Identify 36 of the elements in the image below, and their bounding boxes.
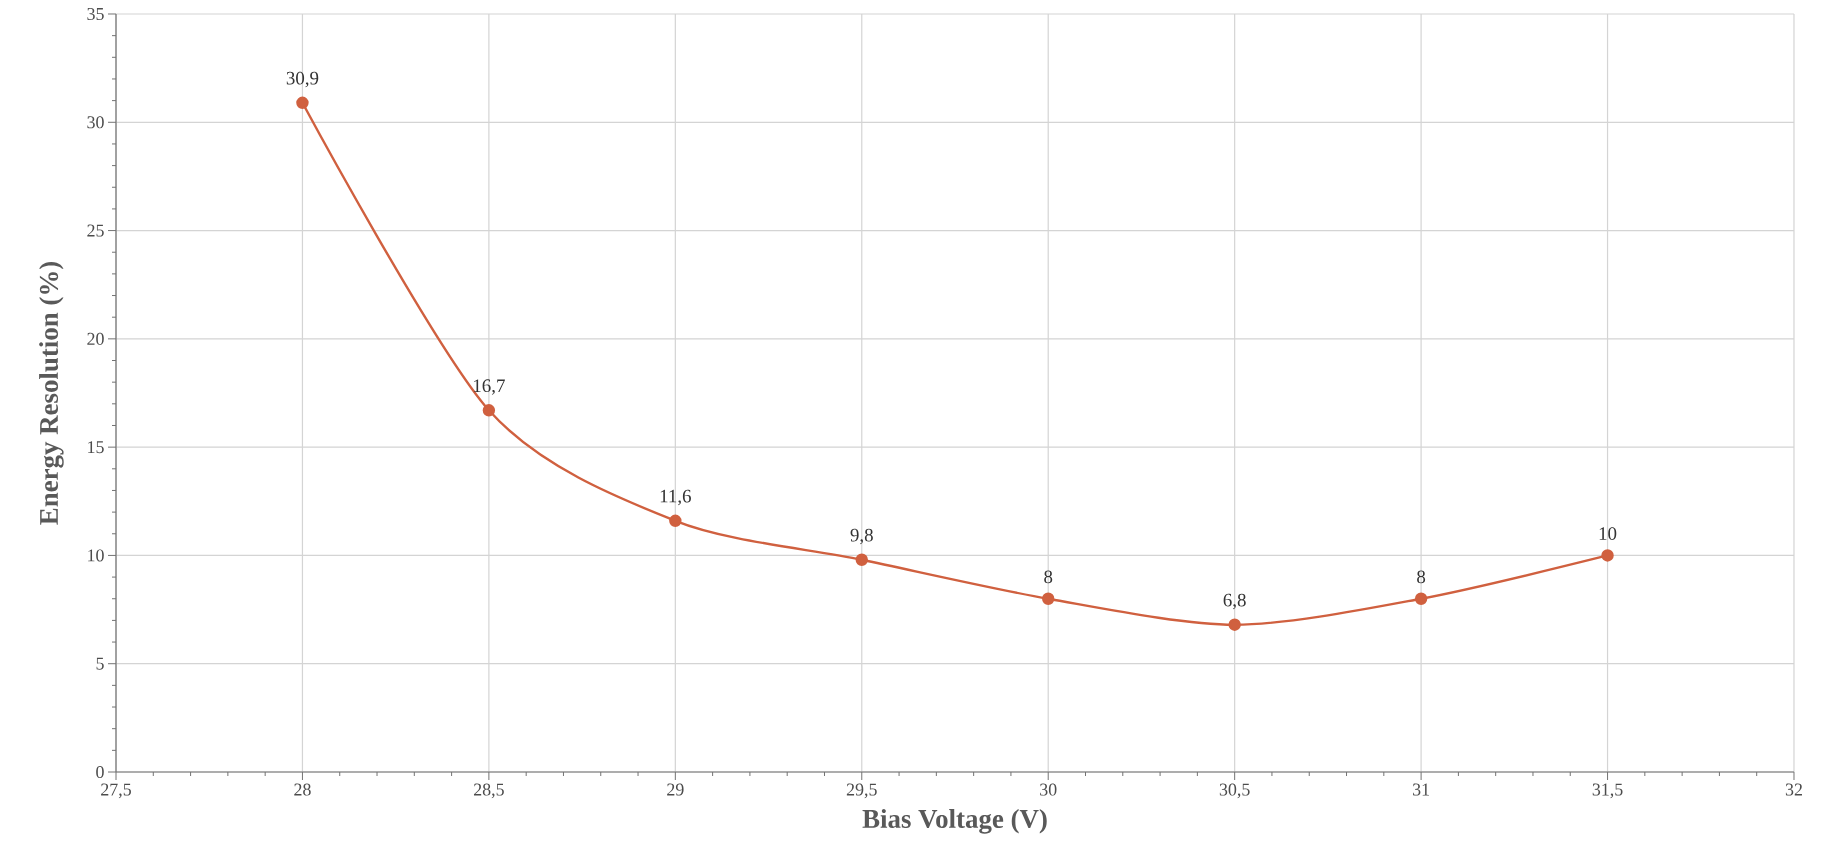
x-tick-label: 30,5	[1219, 783, 1250, 799]
point	[855, 553, 868, 566]
point	[669, 514, 682, 527]
x-tick-label: 30	[1040, 783, 1057, 796]
x-tick-label: 32	[1785, 783, 1802, 796]
y-tick-label: 20	[87, 332, 104, 345]
data-label: 10	[1599, 527, 1617, 540]
x-tick-label: 28	[294, 783, 311, 796]
y-tick-label: 5	[96, 657, 104, 670]
point	[1601, 549, 1614, 562]
data-label: 11,6	[660, 489, 691, 506]
point	[482, 404, 496, 417]
y-tick-label: 15	[88, 441, 104, 454]
x-axis-title: Bias Voltage (V)	[862, 809, 1047, 834]
y-axis-title: Energy Resolution (%)	[39, 261, 64, 525]
data-label: 30,9	[286, 71, 319, 88]
y-tick-label: 0	[96, 765, 104, 779]
point	[1042, 592, 1055, 605]
x-tick-label: 27,5	[101, 783, 131, 799]
point	[1414, 592, 1428, 605]
data-label: 9,8	[850, 528, 873, 545]
data-label: 16,7	[473, 379, 505, 395]
y-tick-label: 35	[87, 7, 104, 21]
x-tick-label: 31	[1413, 783, 1429, 796]
y-tick-label: 30	[87, 116, 104, 129]
point	[1228, 618, 1241, 631]
x-tick-label: 31,5	[1592, 783, 1623, 799]
y-tick-label: 10	[88, 549, 104, 562]
point	[296, 96, 309, 109]
data-label: 6,8	[1223, 593, 1246, 610]
x-tick-label: 29,5	[846, 783, 877, 799]
x-tick-label: 28,5	[473, 783, 504, 799]
data-label: 8	[1417, 570, 1426, 584]
data-label: 8	[1044, 570, 1053, 584]
y-tick-label: 25	[87, 224, 104, 237]
x-tick-label: 29	[667, 783, 684, 796]
